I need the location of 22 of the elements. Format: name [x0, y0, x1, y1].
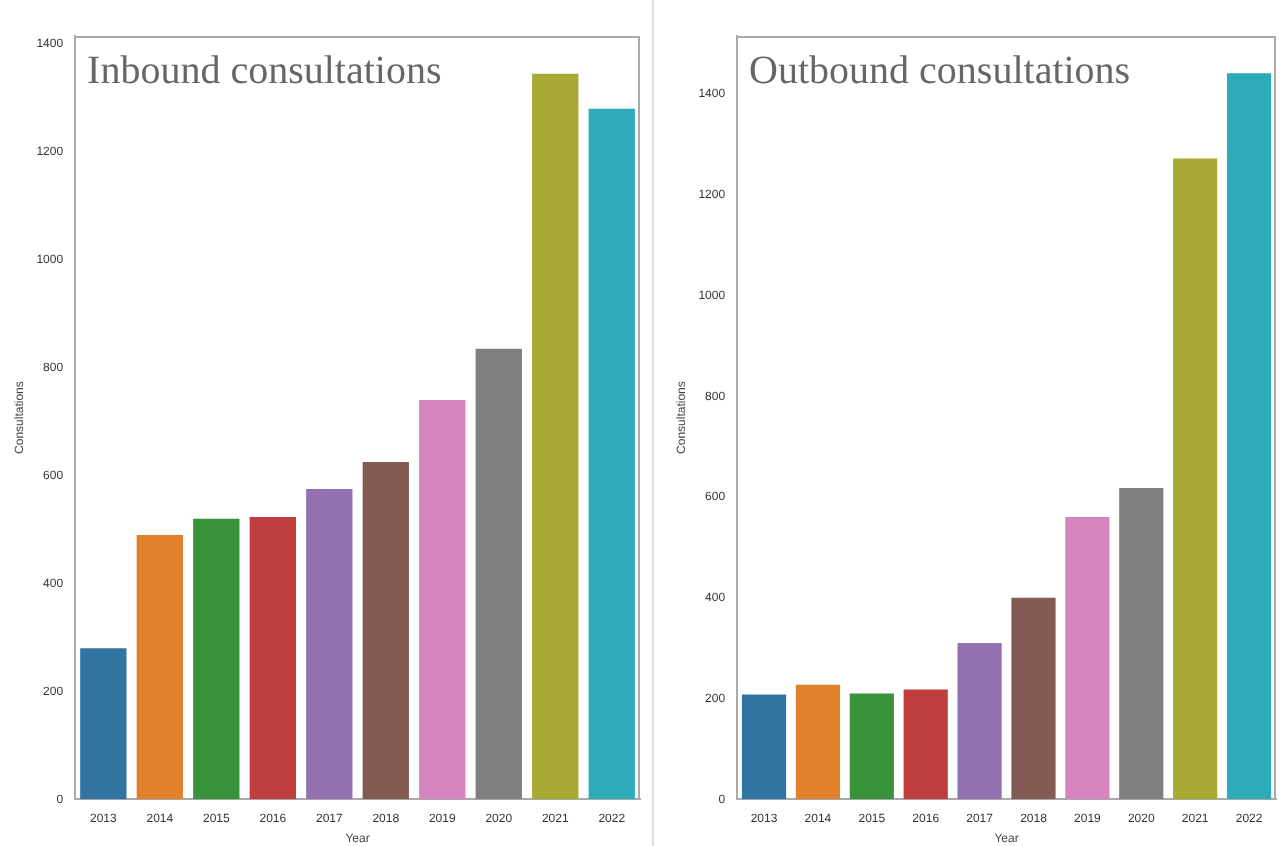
- bar: [193, 518, 240, 800]
- bar: [1173, 158, 1218, 800]
- bar: [306, 489, 353, 800]
- bar: [419, 400, 466, 800]
- chart-title: Inbound consultations: [87, 48, 442, 93]
- bar: [741, 694, 787, 800]
- bar: [588, 108, 635, 800]
- bar: [795, 684, 841, 800]
- bar: [1011, 597, 1056, 800]
- bar: [249, 517, 296, 800]
- bar: [903, 689, 948, 800]
- bar: [1065, 517, 1110, 800]
- bar: [1226, 73, 1272, 800]
- chart-title: Outbound consultations: [749, 48, 1131, 93]
- bar: [475, 348, 522, 800]
- bar: [80, 648, 127, 800]
- bar: [1119, 487, 1164, 800]
- bar: [136, 534, 183, 800]
- bar: [532, 73, 579, 800]
- bar: [957, 643, 1002, 800]
- bar: [362, 462, 409, 800]
- bar: [849, 693, 894, 800]
